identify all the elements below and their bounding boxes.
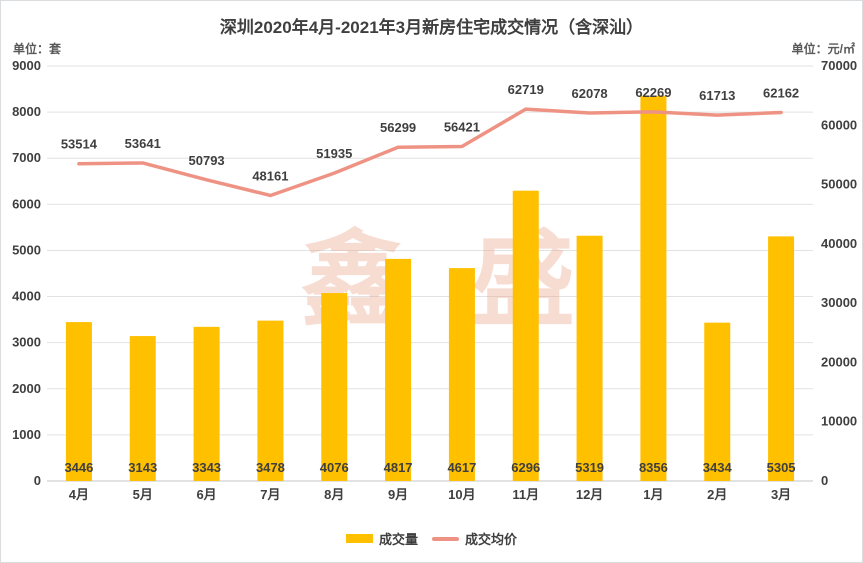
- bar-value-label: 3434: [703, 460, 733, 475]
- right-axis-tick-label: 70000: [821, 58, 857, 73]
- left-axis-tick-label: 4000: [12, 289, 41, 304]
- line-value-label: 50793: [189, 153, 225, 168]
- bar-4月: [65, 322, 92, 481]
- bar-value-label: 4076: [320, 460, 349, 475]
- chart-title: 深圳2020年4月-2021年3月新房住宅成交情况（含深汕）: [219, 18, 644, 37]
- category-label: 3月: [771, 487, 791, 502]
- legend-line-label: 成交均价: [465, 532, 518, 547]
- right-axis-tick-label: 0: [821, 473, 828, 488]
- line-value-label: 62162: [763, 85, 799, 100]
- plot-grid-layer: 0 1000 2000 3000 4000 5000 6000 7000 8000 9000 0 10…: [12, 58, 857, 502]
- category-label: 4月: [69, 487, 89, 502]
- right-axis-unit-label: 单位：元/㎡: [791, 42, 855, 56]
- bar-3月: [768, 236, 795, 481]
- category-label: 8月: [324, 487, 344, 502]
- category-label: 7月: [260, 487, 280, 502]
- left-axis-tick-label: 0: [34, 473, 41, 488]
- bar-6月: [193, 326, 220, 481]
- bar-value-label: 6296: [511, 460, 540, 475]
- bar-value-label: 4617: [447, 460, 476, 475]
- bar-11月: [512, 190, 539, 481]
- left-axis-tick-label: 3000: [12, 335, 41, 350]
- bar-value-label: 8356: [639, 460, 668, 475]
- line-value-label: 53641: [125, 136, 161, 151]
- right-axis-tick-label: 40000: [821, 236, 857, 251]
- category-label: 1月: [643, 487, 663, 502]
- right-axis-tick-label: 50000: [821, 177, 857, 192]
- left-axis-tick-label: 8000: [12, 104, 41, 119]
- right-axis-tick-label: 60000: [821, 117, 857, 132]
- line-value-label: 56299: [380, 120, 416, 135]
- category-label: 10月: [448, 487, 475, 502]
- line-value-label: 62719: [508, 82, 544, 97]
- line-value-label: 62078: [572, 86, 608, 101]
- bar-7月: [257, 320, 284, 481]
- right-axis-tick-label: 30000: [821, 295, 857, 310]
- left-axis-tick-label: 5000: [12, 242, 41, 257]
- bar-2月: [704, 322, 731, 481]
- category-label: 6月: [196, 487, 216, 502]
- bar-value-label: 5305: [767, 460, 796, 475]
- legend-bar-label: 成交量: [378, 532, 418, 547]
- line-value-label: 48161: [252, 168, 288, 183]
- price-line: [77, 107, 783, 198]
- line-value-label: 53514: [61, 137, 98, 152]
- bar-value-label: 5319: [575, 460, 604, 475]
- category-label: 9月: [388, 487, 408, 502]
- chart-legend: 成交量 成交均价: [1, 529, 862, 548]
- legend-line-swatch: [432, 536, 459, 541]
- category-label: 12月: [576, 487, 603, 502]
- bar-value-label: 3143: [128, 460, 157, 475]
- bar-5月: [129, 336, 156, 481]
- legend-bar-swatch: [345, 534, 373, 543]
- left-axis-tick-label: 2000: [12, 381, 41, 396]
- left-axis-tick-label: 6000: [12, 196, 41, 211]
- right-axis-tick-label: 10000: [821, 414, 857, 429]
- line-value-label: 56421: [444, 120, 480, 135]
- bar-8月: [321, 293, 348, 481]
- bar-12月: [576, 235, 603, 481]
- plot-data-layer: 3446 3143 3343 3478 4076 4817 4617 6296 5319 8356…: [61, 82, 799, 481]
- category-label: 11月: [512, 487, 539, 502]
- line-value-label: 51935: [316, 146, 352, 161]
- bar-value-label: 3478: [256, 460, 285, 475]
- bar-value-label: 3343: [192, 460, 221, 475]
- left-axis-tick-label: 9000: [12, 58, 41, 73]
- bar-10月: [448, 268, 475, 481]
- left-axis-tick-label: 1000: [12, 427, 41, 442]
- category-label: 2月: [707, 487, 727, 502]
- bar-value-label: 3446: [64, 460, 93, 475]
- bar-9月: [385, 258, 412, 481]
- left-axis-tick-label: 7000: [12, 150, 41, 165]
- left-axis-unit-label: 单位：套: [13, 42, 62, 56]
- line-value-label: 61713: [699, 88, 735, 103]
- bar-1月: [640, 95, 667, 481]
- right-axis-tick-label: 20000: [821, 354, 857, 369]
- category-label: 5月: [133, 487, 153, 502]
- line-value-label: 62269: [635, 85, 671, 100]
- bar-value-label: 4817: [384, 460, 413, 475]
